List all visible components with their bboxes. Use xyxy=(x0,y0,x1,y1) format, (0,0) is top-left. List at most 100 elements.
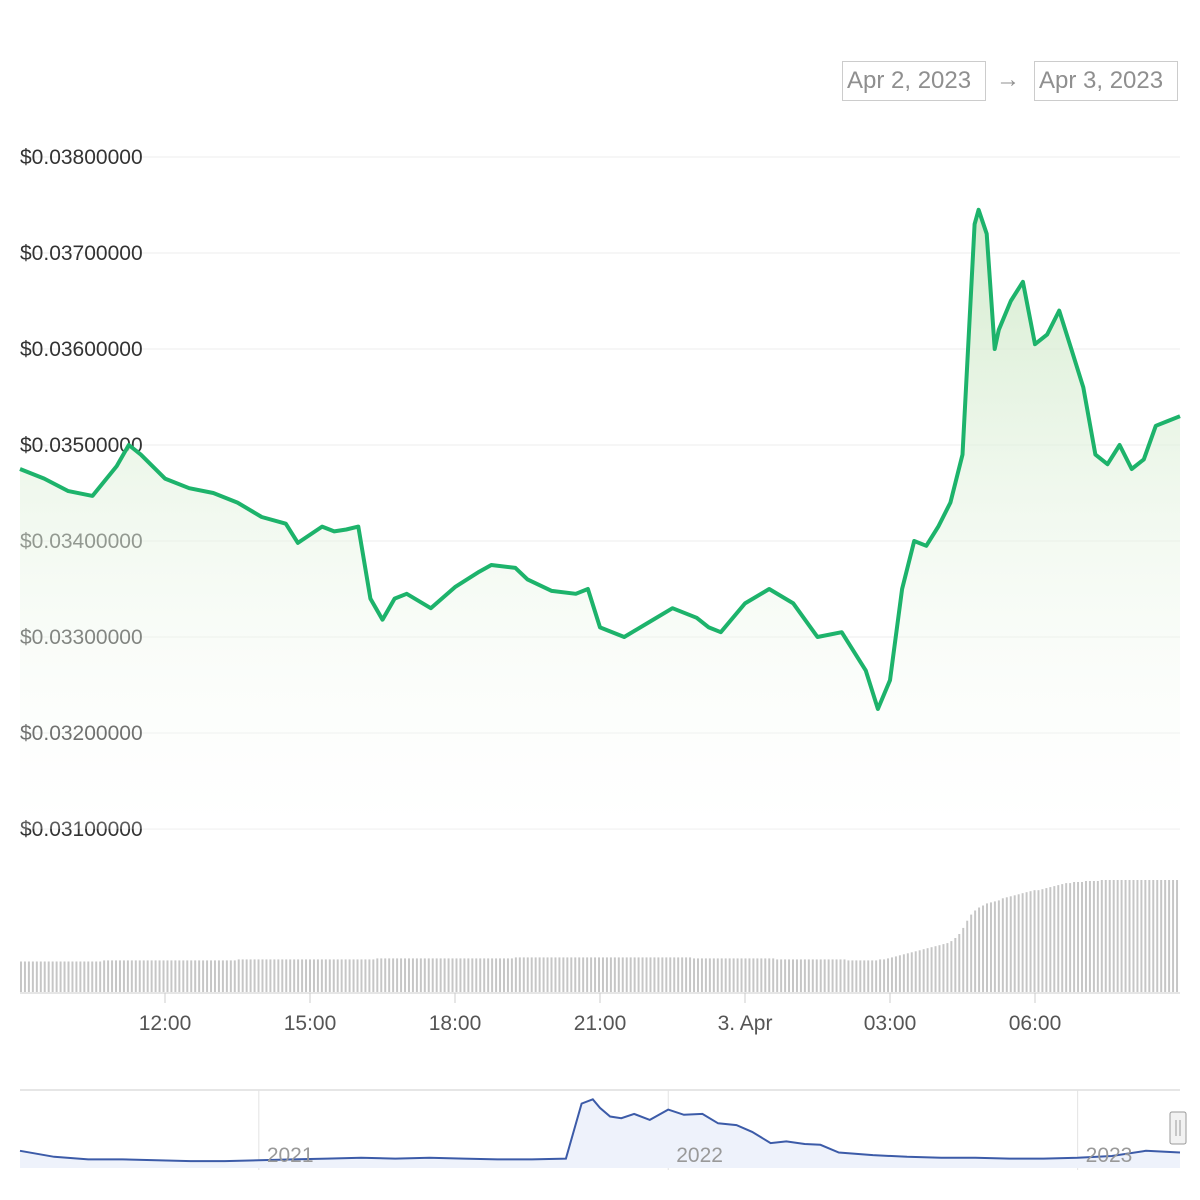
volume-bar xyxy=(605,957,608,992)
volume-bar xyxy=(431,958,434,992)
volume-bar xyxy=(1104,880,1107,992)
volume-bar xyxy=(898,955,901,992)
volume-bar xyxy=(1073,882,1076,992)
volume-bar xyxy=(87,961,90,992)
volume-bar xyxy=(863,960,866,992)
volume-bar xyxy=(736,958,739,992)
volume-bar xyxy=(269,959,272,992)
volume-bar xyxy=(1077,882,1080,992)
volume-bar xyxy=(1025,892,1028,992)
volume-bar xyxy=(1176,880,1179,992)
volume-bar xyxy=(35,961,38,992)
volume-bar xyxy=(1124,880,1127,992)
volume-bar xyxy=(566,957,569,992)
volume-bar xyxy=(1108,880,1111,992)
range-to-input[interactable]: Apr 3, 2023 xyxy=(1034,61,1178,101)
volume-bar xyxy=(348,959,351,992)
volume-bar xyxy=(772,958,775,992)
x-tick-label: 12:00 xyxy=(139,1012,192,1035)
navigator-x-axis: 2021 2022 2023 xyxy=(267,1144,1133,1167)
volume-bar xyxy=(305,959,308,992)
volume-bar xyxy=(198,960,201,992)
volume-bar xyxy=(415,958,418,992)
range-from-input[interactable]: Apr 2, 2023 xyxy=(842,61,986,101)
volume-bar xyxy=(978,907,981,992)
volume-bar xyxy=(368,959,371,992)
navigator-handle[interactable] xyxy=(1169,1111,1187,1145)
volume-bar xyxy=(831,959,834,992)
volume-bar xyxy=(439,958,442,992)
x-tick-label: 15:00 xyxy=(284,1012,337,1035)
volume-bar xyxy=(170,960,173,992)
volume-bar xyxy=(265,959,268,992)
volume-bar xyxy=(182,960,185,992)
volume-bar xyxy=(1100,880,1103,992)
volume-bar xyxy=(447,958,450,992)
volume-bar xyxy=(435,958,438,992)
volume-bar xyxy=(534,957,537,992)
volume-bar xyxy=(356,959,359,992)
volume-bar xyxy=(126,960,129,992)
volume-bar xyxy=(1017,894,1020,992)
volume-bar xyxy=(530,957,533,992)
volume-bar xyxy=(594,957,597,992)
volume-bar xyxy=(859,960,862,992)
volume-bar xyxy=(847,960,850,992)
volume-bar xyxy=(641,957,644,992)
volume-bar xyxy=(293,959,296,992)
volume-bar xyxy=(225,960,228,992)
volume-bar xyxy=(744,958,747,992)
volume-bar xyxy=(629,957,632,992)
volume-bar xyxy=(997,900,1000,992)
volume-bar xyxy=(154,960,157,992)
volume-bar xyxy=(609,957,612,992)
volume-bar xyxy=(376,958,379,992)
volume-bar xyxy=(894,956,897,992)
volume-bar xyxy=(645,957,648,992)
volume-bar xyxy=(883,959,886,992)
volume-bar xyxy=(138,960,141,992)
volume-bar xyxy=(586,957,589,992)
volume-bar xyxy=(788,959,791,992)
volume-bar xyxy=(194,960,197,992)
volume-bar xyxy=(542,957,545,992)
volume-bar xyxy=(1001,898,1004,992)
volume-bar xyxy=(471,958,474,992)
volume-bar xyxy=(301,959,304,992)
volume-bar xyxy=(950,941,953,992)
volume-bar xyxy=(39,961,42,992)
y-tick-label: $0.03800000 xyxy=(20,146,143,169)
volume-bar xyxy=(962,927,965,992)
volume-bar xyxy=(1021,893,1024,992)
volume-bar xyxy=(107,960,110,992)
volume-bar xyxy=(633,957,636,992)
volume-bar xyxy=(590,957,593,992)
volume-bar xyxy=(807,959,810,992)
volume-bar xyxy=(67,961,70,992)
volume-bar xyxy=(150,960,153,992)
x-tick-label: 3. Apr xyxy=(718,1012,773,1035)
volume-bar xyxy=(47,961,50,992)
volume-bar xyxy=(162,960,165,992)
volume-bar xyxy=(495,958,498,992)
volume-bar xyxy=(625,957,628,992)
volume-bar xyxy=(578,957,581,992)
volume-bar xyxy=(407,958,410,992)
volume-bar xyxy=(989,902,992,992)
volume-bar xyxy=(459,958,462,992)
volume-bar xyxy=(467,958,470,992)
volume-bar xyxy=(344,959,347,992)
volume-bar xyxy=(340,959,343,992)
volume-bar xyxy=(1136,880,1139,992)
navigator-handle-body[interactable] xyxy=(1169,1111,1187,1145)
volume-bar xyxy=(174,960,177,992)
volume-bar xyxy=(360,959,363,992)
volume-bar xyxy=(59,961,62,992)
volume-bar xyxy=(289,959,292,992)
volume-bar xyxy=(27,961,30,992)
navigator[interactable]: 2021 2022 2023 xyxy=(19,1089,1187,1170)
volume-bar xyxy=(732,958,735,992)
volume-bar xyxy=(451,958,454,992)
volume-bar xyxy=(617,957,620,992)
volume-bar xyxy=(906,953,909,992)
